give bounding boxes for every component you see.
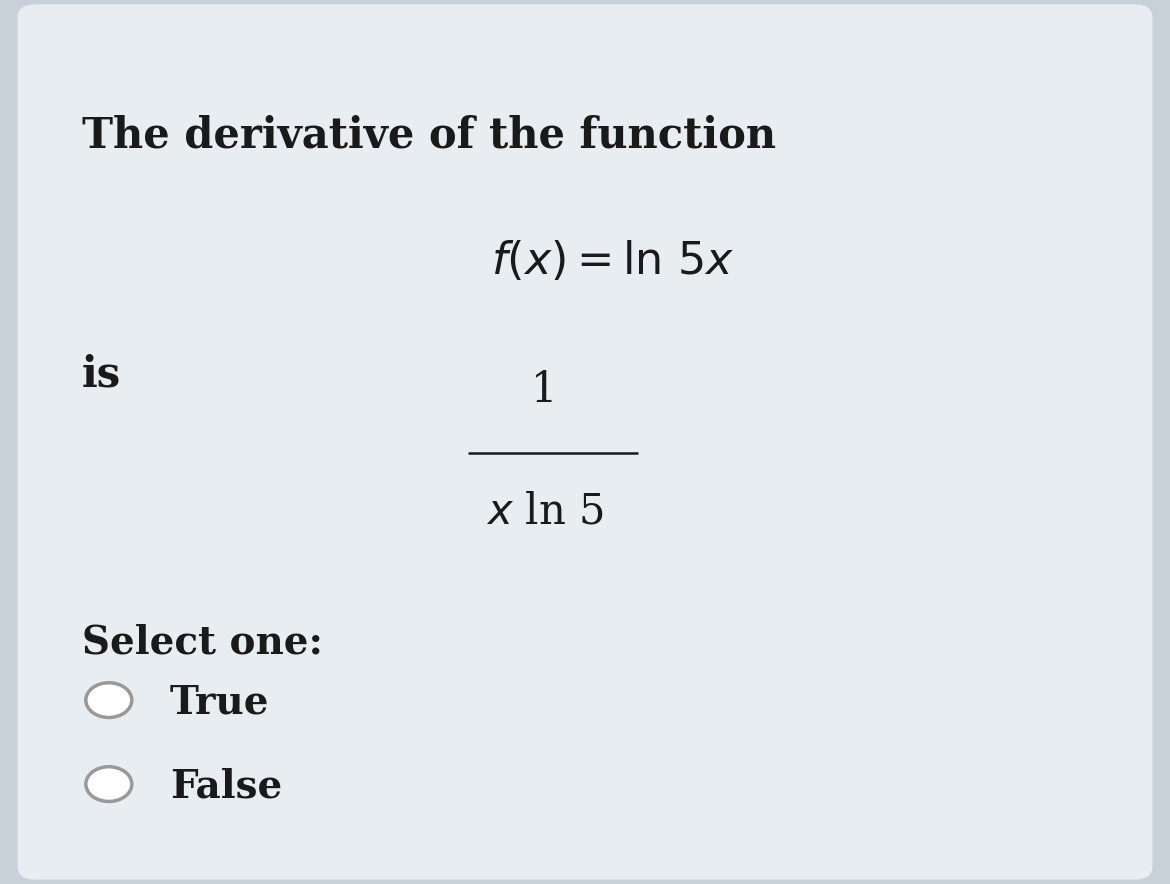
Text: Select one:: Select one: — [82, 623, 323, 661]
Text: False: False — [170, 768, 282, 805]
Text: $\mathit{f}(x) = \mathrm{ln}\ 5x$: $\mathit{f}(x) = \mathrm{ln}\ 5x$ — [491, 239, 735, 283]
Text: The derivative of the function: The derivative of the function — [82, 115, 776, 157]
Text: True: True — [170, 684, 269, 721]
Circle shape — [85, 682, 132, 718]
Circle shape — [85, 766, 132, 802]
Text: is: is — [82, 354, 122, 396]
Text: $x$ ln 5: $x$ ln 5 — [486, 491, 603, 533]
Text: 1: 1 — [531, 369, 557, 411]
